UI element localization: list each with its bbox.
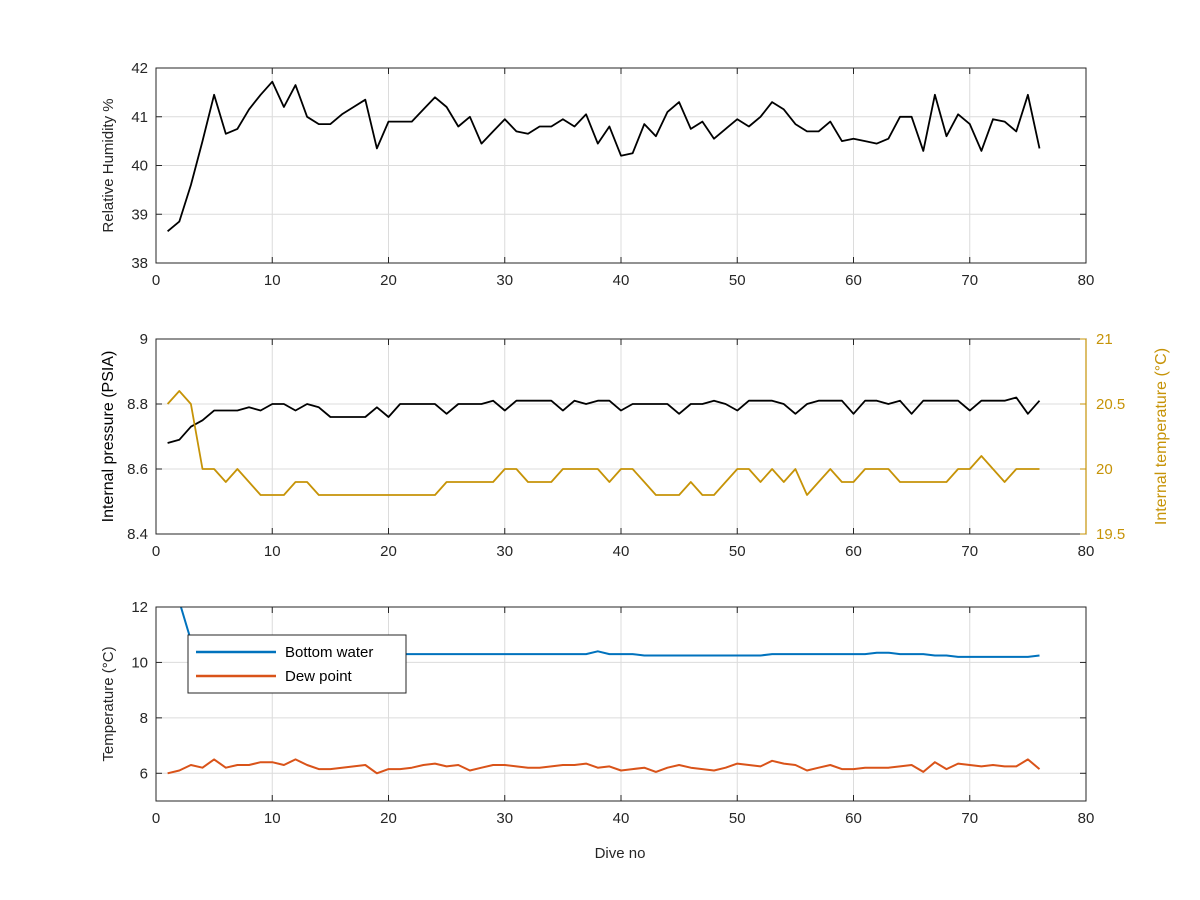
y2-tick-label: 19.5 bbox=[1096, 526, 1125, 543]
x-tick-label: 60 bbox=[845, 543, 862, 560]
y-axis-label: Temperature (°C) bbox=[100, 646, 117, 761]
x-tick-label: 70 bbox=[961, 810, 978, 827]
legend-label-bottom-water: Bottom water bbox=[285, 644, 373, 661]
y2-tick-label: 20.5 bbox=[1096, 396, 1125, 413]
x-tick-label: 50 bbox=[729, 810, 746, 827]
y2-tick-label: 21 bbox=[1096, 331, 1113, 348]
x-tick-label: 80 bbox=[1078, 272, 1095, 289]
y2-tick-label: 20 bbox=[1096, 461, 1113, 478]
x-tick-label: 10 bbox=[264, 272, 281, 289]
y-tick-label: 12 bbox=[131, 599, 148, 616]
y-tick-label: 8.4 bbox=[127, 526, 148, 543]
x-tick-label: 70 bbox=[961, 543, 978, 560]
y-tick-label: 38 bbox=[131, 255, 148, 272]
line-series-2 bbox=[166, 390, 1040, 496]
y2-axis-label: Internal temperature (°C) bbox=[1153, 348, 1170, 525]
x-tick-label: 20 bbox=[380, 810, 397, 827]
line-dew-point bbox=[167, 758, 1041, 775]
y-tick-label: 8.8 bbox=[127, 396, 148, 413]
y-tick-label: 40 bbox=[131, 158, 148, 175]
x-tick-label: 50 bbox=[729, 272, 746, 289]
x-tick-label: 30 bbox=[496, 810, 513, 827]
x-tick-label: 0 bbox=[152, 272, 160, 289]
legend-box bbox=[187, 634, 407, 694]
x-tick-label: 20 bbox=[380, 272, 397, 289]
x-tick-label: 40 bbox=[613, 543, 630, 560]
y-tick-label: 6 bbox=[140, 765, 148, 782]
x-tick-label: 50 bbox=[729, 543, 746, 560]
y-tick-label: 39 bbox=[131, 206, 148, 223]
y-tick-label: 42 bbox=[131, 60, 148, 77]
x-axis-label: Dive no bbox=[595, 845, 646, 862]
axes-3: 0 10 20 30 40 50 60 70 80 6 8 10 12 Temperature (°C) B… bbox=[100, 599, 1095, 827]
line-series-1 bbox=[167, 80, 1041, 232]
x-tick-label: 0 bbox=[152, 543, 160, 560]
axes-2: 0 10 20 30 40 50 60 70 80 8.4 8.6 8.8 9 Internal pres… bbox=[100, 331, 1170, 560]
y-tick-label: 8 bbox=[140, 710, 148, 727]
y-axis-label: Internal pressure (PSIA) bbox=[100, 351, 117, 523]
x-tick-label: 30 bbox=[496, 543, 513, 560]
x-tick-label: 80 bbox=[1078, 543, 1095, 560]
x-tick-label: 60 bbox=[845, 810, 862, 827]
x-tick-label: 60 bbox=[845, 272, 862, 289]
y-tick-label: 41 bbox=[131, 109, 148, 126]
x-tick-label: 70 bbox=[961, 272, 978, 289]
legend-label-dew-point: Dew point bbox=[285, 668, 353, 685]
x-tick-label: 10 bbox=[264, 543, 281, 560]
legend: Bottom water Dew point bbox=[187, 634, 407, 694]
y-tick-label: 10 bbox=[131, 654, 148, 671]
y-tick-label: 9 bbox=[140, 331, 148, 348]
x-tick-label: 0 bbox=[152, 810, 160, 827]
y-axis-label: Relative Humidity % bbox=[100, 98, 117, 232]
x-tick-label: 40 bbox=[613, 810, 630, 827]
x-tick-label: 80 bbox=[1078, 810, 1095, 827]
x-tick-label: 10 bbox=[264, 810, 281, 827]
axes-1: 0 10 20 30 40 50 60 70 80 38 39 40 41 42 Relative Humi… bbox=[100, 60, 1094, 289]
line-series-1 bbox=[167, 396, 1041, 444]
x-tick-label: 40 bbox=[613, 272, 630, 289]
x-tick-label: 20 bbox=[380, 543, 397, 560]
y-tick-label: 8.6 bbox=[127, 461, 148, 478]
x-tick-label: 30 bbox=[496, 272, 513, 289]
